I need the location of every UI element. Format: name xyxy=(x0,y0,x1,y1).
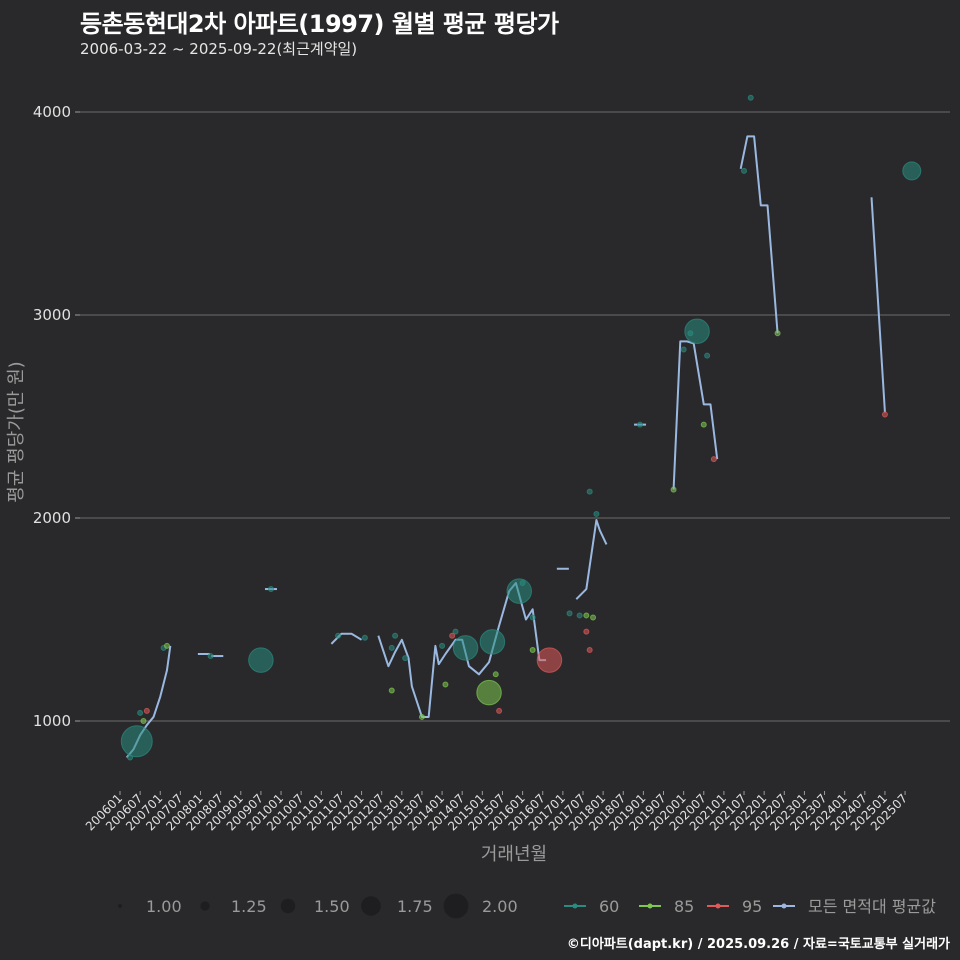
data-point-85 xyxy=(583,612,590,619)
legend-color-label: 60 xyxy=(599,897,619,916)
data-point-95 xyxy=(586,646,593,653)
scatter-points xyxy=(120,94,922,761)
data-point-60 xyxy=(137,709,144,716)
legend-size-swatch xyxy=(280,898,296,914)
data-point-60 xyxy=(684,318,710,344)
data-point-60 xyxy=(586,488,593,495)
data-point-85 xyxy=(476,679,502,706)
legend-size-label: 1.25 xyxy=(231,897,267,916)
data-point-85 xyxy=(700,421,707,428)
legend-size-swatch xyxy=(443,893,469,919)
data-point-85 xyxy=(388,687,395,694)
data-point-60 xyxy=(519,579,526,586)
data-point-60 xyxy=(741,167,748,174)
legend-color-label: 85 xyxy=(674,897,694,916)
chart-title: 등촌동현대2차 아파트(1997) 월별 평균 평당가 xyxy=(80,10,559,38)
data-point-60 xyxy=(704,352,711,359)
data-point-60 xyxy=(680,346,687,353)
data-point-95 xyxy=(583,628,590,635)
legend-size-swatch xyxy=(361,896,381,916)
legend-size-swatch xyxy=(118,904,122,908)
data-point-60 xyxy=(388,644,395,651)
data-point-60 xyxy=(452,635,479,661)
y-axis-title: 평균 평당가(만 원) xyxy=(6,361,27,502)
data-point-95 xyxy=(710,456,717,463)
data-point-60 xyxy=(747,94,754,101)
data-point-85 xyxy=(442,681,449,688)
data-point-85 xyxy=(590,614,597,621)
data-point-60 xyxy=(361,634,368,641)
x-axis: 2006012006072007012007072008012008072009… xyxy=(83,791,910,834)
y-tick-label: 2000 xyxy=(33,509,71,527)
legend-size-swatch xyxy=(200,901,210,911)
data-point-60 xyxy=(207,653,214,660)
data-point-60 xyxy=(248,647,274,673)
data-point-95 xyxy=(143,707,150,714)
data-point-60 xyxy=(576,612,583,619)
y-tick-label: 4000 xyxy=(33,103,71,121)
data-point-60 xyxy=(120,725,153,758)
data-point-60 xyxy=(637,421,644,428)
data-point-60 xyxy=(529,614,536,621)
data-point-60 xyxy=(267,586,274,593)
data-point-85 xyxy=(492,671,499,678)
data-point-85 xyxy=(774,330,781,337)
data-point-60 xyxy=(402,655,409,662)
legend: 1.00 1.25 1.50 1.75 2.00 60 85 95 모든 면적대 평균값 xyxy=(118,893,936,919)
data-point-85 xyxy=(529,646,536,653)
data-point-60 xyxy=(392,632,399,639)
data-point-85 xyxy=(418,713,425,720)
chart-subtitle: 2006-03-22 ~ 2025-09-22(최근계약일) xyxy=(80,40,358,58)
data-point-95 xyxy=(496,707,503,714)
y-axis: 1000 2000 3000 4000 xyxy=(33,103,80,730)
data-point-60 xyxy=(479,629,506,655)
grid-lines xyxy=(80,111,950,722)
data-point-60 xyxy=(506,578,532,604)
avg-price-line xyxy=(125,135,886,759)
legend-size-label: 2.00 xyxy=(482,897,518,916)
legend-size-label: 1.75 xyxy=(397,897,433,916)
y-tick-label: 1000 xyxy=(33,712,71,730)
legend-color-label: 모든 면적대 평균값 xyxy=(808,897,936,916)
data-point-95 xyxy=(449,632,456,639)
data-point-60 xyxy=(593,510,600,517)
legend-size-label: 1.00 xyxy=(146,897,182,916)
y-tick-label: 3000 xyxy=(33,306,71,324)
data-point-60 xyxy=(452,628,459,635)
data-point-85 xyxy=(670,486,677,493)
x-axis-title: 거래년월 xyxy=(481,844,547,865)
data-point-95 xyxy=(881,411,888,418)
data-point-60 xyxy=(439,642,446,649)
data-point-60 xyxy=(335,632,342,639)
legend-size-label: 1.50 xyxy=(314,897,350,916)
data-point-85 xyxy=(163,642,170,649)
source-caption: ©디아파트(dapt.kr) / 2025.09.26 / 자료=국토교통부 실… xyxy=(566,937,950,952)
data-point-60 xyxy=(127,754,134,761)
data-point-95 xyxy=(536,647,563,673)
data-point-85 xyxy=(140,718,147,724)
data-point-60 xyxy=(902,161,922,181)
data-point-60 xyxy=(566,610,573,617)
legend-color-label: 95 xyxy=(742,897,762,916)
